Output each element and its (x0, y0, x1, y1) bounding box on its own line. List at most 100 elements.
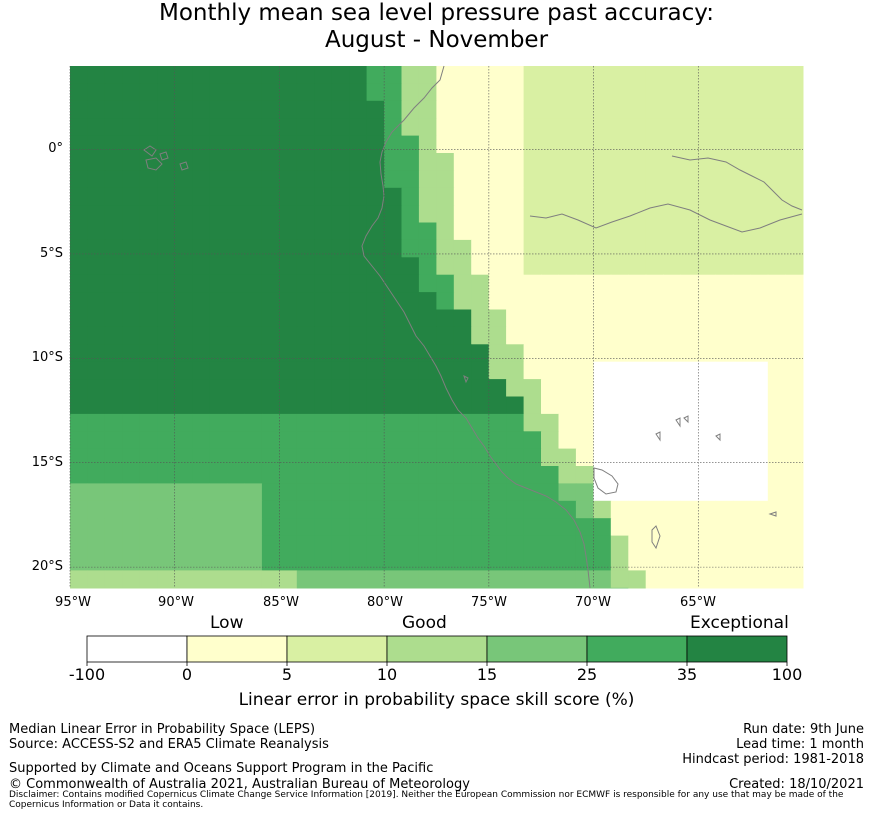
grid-cell (802, 83, 804, 102)
grid-cell (384, 83, 402, 102)
grid-cell (471, 361, 490, 380)
grid-cell (802, 100, 804, 119)
grid-cell (471, 100, 490, 119)
grid-cell (174, 170, 193, 189)
grid-cell (715, 83, 734, 102)
grid-cell (628, 292, 647, 310)
grid-cell (541, 222, 559, 241)
grid-cell (732, 239, 751, 258)
grid-cell (436, 466, 455, 484)
grid-cell (628, 135, 647, 154)
grid-cell (785, 135, 804, 154)
grid-cell (261, 100, 280, 119)
grid-cell (732, 361, 751, 380)
grid-cell (314, 570, 333, 589)
grid-cell (663, 413, 681, 432)
grid-cell (331, 170, 350, 189)
grid-cell (732, 518, 751, 537)
grid-cell (488, 187, 507, 206)
grid-cell (418, 222, 437, 241)
grid-cell (244, 361, 263, 380)
grid-cell (70, 309, 88, 328)
grid-cell (663, 274, 681, 293)
grid-cell (174, 396, 193, 415)
grid-cell (227, 292, 245, 310)
grid-cell (157, 500, 176, 519)
colorbar (86, 635, 788, 666)
grid-cell (628, 344, 647, 363)
grid-cell (767, 466, 786, 484)
grid-cell (436, 274, 455, 293)
grid-cell (279, 309, 298, 328)
grid-cell (244, 535, 263, 554)
grid-cell (209, 535, 228, 554)
grid-cell (558, 587, 577, 589)
grid-cell (453, 135, 472, 154)
grid-cell (384, 135, 402, 154)
grid-cell (593, 274, 612, 293)
grid-cell (87, 170, 106, 189)
grid-cell (349, 518, 367, 537)
grid-cell (174, 153, 193, 171)
grid-cell (698, 587, 716, 589)
grid-cell (750, 118, 769, 137)
grid-cell (575, 153, 594, 171)
grid-cell (628, 205, 647, 223)
grid-cell (366, 274, 385, 293)
grid-cell (541, 535, 559, 554)
grid-cell (715, 431, 734, 450)
grid-cell (680, 448, 699, 467)
grid-cell (122, 170, 141, 189)
grid-cell (785, 466, 804, 484)
grid-cell (558, 326, 577, 345)
grid-cell (366, 292, 385, 310)
grid-cell (610, 326, 629, 345)
grid-cell (575, 170, 594, 189)
grid-cell (750, 500, 769, 519)
map-title-line2: August - November (324, 27, 549, 53)
grid-cell (715, 326, 734, 345)
grid-cell (541, 83, 559, 102)
grid-cell (628, 257, 647, 276)
grid-cell (471, 292, 490, 310)
grid-cell (279, 535, 298, 554)
grid-cell (628, 118, 647, 137)
grid-cell (87, 66, 106, 84)
grid-cell (122, 361, 141, 380)
grid-cell (802, 396, 804, 415)
grid-cell (558, 309, 577, 328)
grid-cell (70, 274, 88, 293)
grid-cell (401, 326, 420, 345)
grid-cell (401, 66, 420, 84)
grid-cell (506, 518, 524, 537)
grid-cell (593, 118, 612, 137)
grid-cell (401, 274, 420, 293)
colorbar-tick-label: -100 (68, 665, 106, 684)
grid-cell (279, 466, 298, 484)
grid-cell (680, 466, 699, 484)
grid-cell (401, 396, 420, 415)
grid-cell (296, 135, 315, 154)
grid-cell (610, 309, 629, 328)
grid-cell (750, 344, 769, 363)
grid-cell (122, 274, 141, 293)
grid-cell (157, 413, 176, 432)
grid-cell (471, 83, 490, 102)
grid-cell (750, 396, 769, 415)
grid-cell (575, 309, 594, 328)
grid-cell (209, 153, 228, 171)
grid-cell (436, 483, 455, 502)
grid-cell (785, 205, 804, 223)
grid-cell (314, 170, 333, 189)
grid-cell (506, 153, 524, 171)
grid-cell (192, 448, 210, 467)
grid-cell (139, 187, 158, 206)
grid-cell (401, 344, 420, 363)
grid-cell (122, 483, 141, 502)
grid-cell (715, 413, 734, 432)
grid-cell (314, 257, 333, 276)
grid-cell (139, 205, 158, 223)
grid-cell (70, 118, 88, 137)
grid-cell (715, 396, 734, 415)
grid-cell (610, 170, 629, 189)
